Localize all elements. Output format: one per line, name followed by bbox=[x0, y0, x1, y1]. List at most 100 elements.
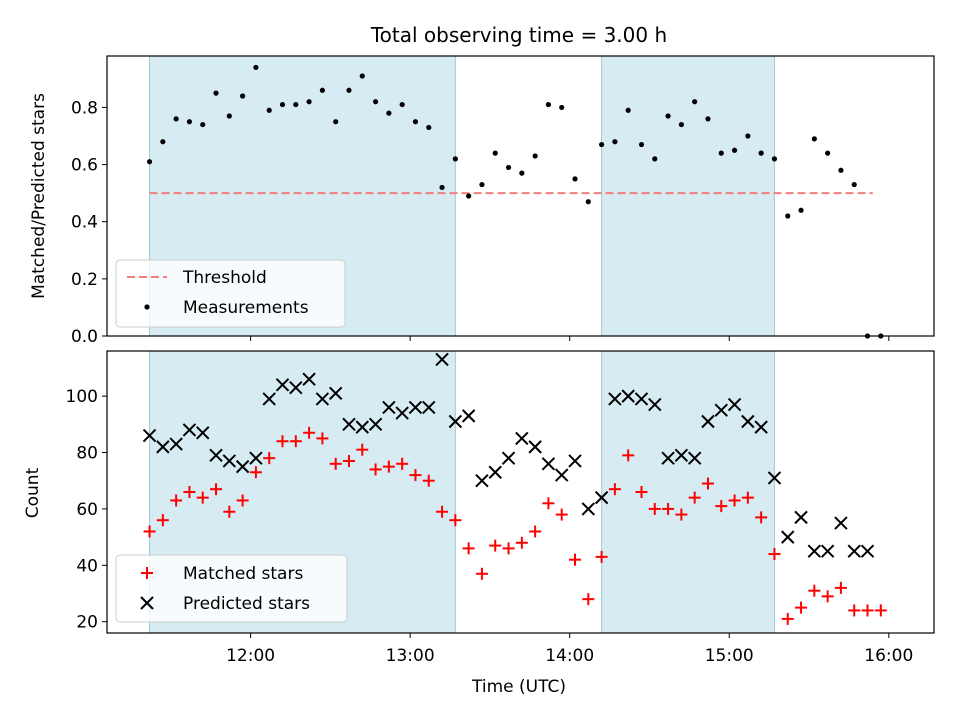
ratio-y-tick-label: 0.6 bbox=[71, 156, 98, 176]
matched-star-point bbox=[662, 502, 675, 515]
matched-star-point bbox=[183, 486, 196, 498]
predicted-star-point bbox=[142, 428, 157, 443]
legend-predicted-label: Predicted stars bbox=[183, 594, 310, 614]
chart-title: Total observing time = 3.00 h bbox=[370, 23, 667, 47]
measurement-point bbox=[771, 156, 778, 162]
measurement-point bbox=[306, 99, 312, 105]
predicted-star-point bbox=[701, 414, 715, 429]
matched-star-point bbox=[223, 505, 236, 518]
ratio-y-tick-label: 0.4 bbox=[71, 213, 98, 233]
matched-star-point bbox=[502, 542, 515, 555]
ratio-y-tick-label: 0.2 bbox=[71, 270, 98, 290]
measurement-point bbox=[226, 113, 232, 119]
measurement-point bbox=[333, 119, 339, 125]
matched-star-point bbox=[449, 514, 462, 527]
measurement-point bbox=[572, 176, 578, 182]
predicted-star-point bbox=[741, 414, 755, 429]
predicted-star-point bbox=[289, 380, 303, 395]
legend-measurements-label: Measurements bbox=[183, 298, 309, 318]
predicted-star-point bbox=[727, 397, 742, 412]
measurement-point bbox=[412, 119, 419, 125]
predicted-star-point bbox=[235, 459, 250, 474]
matched-star-point bbox=[701, 477, 714, 490]
measurement-point bbox=[479, 181, 485, 188]
matched-star-point bbox=[143, 525, 156, 538]
legend-matched-swatch bbox=[141, 567, 153, 579]
measurement-point bbox=[585, 199, 591, 205]
measurement-point bbox=[346, 87, 352, 93]
predicted-star-point bbox=[581, 502, 596, 516]
predicted-star-point bbox=[382, 400, 396, 415]
ratio-y-axis-label: Matched/Predicted stars bbox=[29, 93, 49, 299]
measurement-point bbox=[825, 150, 831, 156]
ratio-y-ticks: 0.0 0.2 0.4 0.6 0.8 bbox=[71, 98, 107, 347]
predicted-star-point bbox=[169, 437, 183, 451]
measurement-point bbox=[492, 150, 498, 156]
ratio-axes-frame bbox=[106, 55, 935, 337]
matched-star-point bbox=[861, 604, 874, 617]
measurement-point bbox=[758, 150, 764, 156]
measurement-point bbox=[160, 139, 166, 145]
matched-star-point bbox=[462, 542, 475, 555]
predicted-star-point bbox=[275, 378, 290, 392]
ratio-y-tick-label: 0.8 bbox=[71, 98, 98, 118]
predicted-star-point bbox=[395, 406, 409, 420]
x-tick-label: 15:00 bbox=[705, 646, 754, 666]
predicted-star-point bbox=[860, 544, 875, 558]
matched-star-point bbox=[382, 460, 395, 473]
measurement-point bbox=[359, 73, 365, 79]
measurement-point bbox=[705, 116, 711, 122]
matched-star-point bbox=[356, 443, 369, 456]
predicted-star-point bbox=[648, 397, 662, 412]
predicted-star-point bbox=[422, 400, 436, 415]
predicted-star-point bbox=[807, 544, 822, 558]
matched-star-point bbox=[436, 505, 449, 518]
predicted-star-point bbox=[315, 392, 330, 406]
matched-star-point bbox=[489, 539, 502, 552]
measurement-point bbox=[731, 147, 738, 153]
predicted-star-point bbox=[847, 544, 861, 558]
matched-star-point bbox=[848, 604, 861, 617]
count-panel: 20 40 60 80 100 12:00 13:00 14:00 15:00 16:00 Ti… bbox=[23, 350, 935, 697]
measurement-point bbox=[319, 87, 325, 93]
predicted-star-point bbox=[461, 409, 476, 423]
predicted-star-point bbox=[621, 389, 635, 403]
matched-star-point bbox=[622, 449, 635, 462]
count-axes-frame bbox=[106, 350, 935, 634]
count-y-ticks: 20 40 60 80 100 bbox=[66, 387, 107, 633]
matched-star-point bbox=[316, 432, 329, 445]
measurement-point bbox=[718, 150, 724, 156]
matched-star-point bbox=[821, 590, 834, 603]
x-tick-label: 14:00 bbox=[545, 646, 594, 666]
x-axis-label: Time (UTC) bbox=[471, 677, 566, 697]
matched-star-point bbox=[569, 553, 582, 566]
measurement-point bbox=[173, 116, 179, 122]
predicted-star-point bbox=[541, 457, 556, 471]
predicted-star-point bbox=[820, 544, 835, 558]
predicted-star-point bbox=[222, 454, 237, 468]
measurement-point bbox=[811, 136, 817, 142]
matched-star-point bbox=[608, 483, 621, 496]
predicted-star-point bbox=[594, 490, 609, 505]
measurement-point bbox=[253, 64, 259, 71]
matched-star-point bbox=[303, 426, 316, 439]
predicted-star-point bbox=[448, 414, 463, 429]
matched-star-point bbox=[874, 604, 887, 617]
predicted-star-point bbox=[501, 451, 516, 465]
predicted-star-point bbox=[408, 400, 423, 415]
predicted-star-point bbox=[674, 448, 689, 463]
measurement-point bbox=[279, 101, 286, 108]
predicted-star-point bbox=[196, 426, 210, 440]
count-y-tick-label: 40 bbox=[76, 556, 98, 576]
matched-star-point bbox=[289, 435, 302, 448]
count-y-tick-label: 100 bbox=[66, 387, 98, 407]
matched-star-point bbox=[595, 550, 608, 563]
measurement-point bbox=[240, 93, 246, 99]
predicted-star-point bbox=[475, 474, 489, 488]
measurement-point bbox=[146, 159, 153, 165]
measurement-point bbox=[293, 101, 299, 108]
measurement-point bbox=[426, 124, 432, 131]
matched-star-point bbox=[781, 612, 794, 625]
matched-star-point bbox=[808, 584, 821, 597]
measurement-points bbox=[146, 64, 884, 339]
